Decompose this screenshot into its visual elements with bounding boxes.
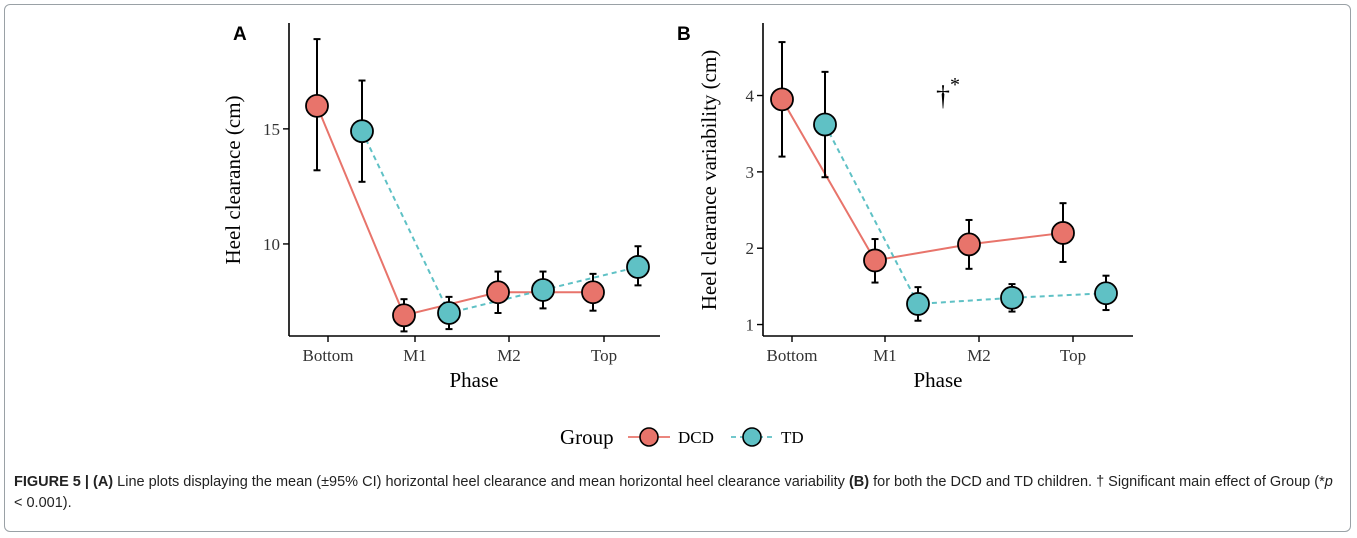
caption-a-tag: (A) (93, 474, 114, 490)
caption-p: p (1324, 474, 1333, 490)
panel-b-x-tick-label: M2 (967, 346, 991, 365)
panel-a-line-td (361, 130, 639, 315)
panel-b-point-td (1094, 281, 1118, 306)
legend-item-dcd: DCD (628, 427, 714, 447)
panel-b-point-dcd (957, 232, 981, 257)
legend: Group DCD TD (560, 425, 804, 449)
legend-dcd-label: DCD (678, 428, 714, 447)
panel-a-y-label: Heel clearance (cm) (221, 95, 245, 264)
panel-a-point-dcd (581, 280, 605, 305)
panel-a-y-tick-label: 10 (263, 235, 280, 254)
panel-a-point-td (531, 278, 555, 302)
figure-caption: FIGURE 5 | (A) Line plots displaying the… (14, 472, 1334, 514)
panel-b-y-tick-label: 1 (746, 316, 755, 335)
panel-a-x-label: Phase (450, 368, 499, 392)
panel-b-x-tick-label: Top (1060, 346, 1086, 365)
legend-td-label: TD (781, 428, 804, 447)
panel-b-point-td (813, 112, 837, 137)
panel-b-point-td (1000, 285, 1024, 310)
panel-b-x-label: Phase (914, 368, 963, 392)
panel-a-point-dcd (305, 93, 329, 118)
panel-b-letter: B (677, 24, 691, 45)
figure-frame (4, 4, 1351, 532)
panel-b-y-tick-label: 3 (746, 163, 755, 182)
panel-a-point-td (350, 119, 374, 144)
panel-b-y-tick-label: 2 (746, 239, 755, 258)
panel-a: A 10 15 Bottom M1 M2 Top Phase Heel clearance… (221, 23, 660, 392)
caption-lead: FIGURE 5 | (14, 474, 89, 490)
panel-a-x-tick-label: M1 (403, 346, 427, 365)
caption-text-1: Line plots displaying the mean (±95% CI)… (113, 474, 849, 490)
panel-a-x-tick-label: Bottom (302, 346, 353, 365)
panel-b-point-dcd (1051, 221, 1075, 245)
panel-b-line-dcd (781, 98, 1064, 262)
legend-title: Group (560, 425, 614, 449)
caption-text-3: < 0.001). (14, 495, 72, 511)
panel-b-y-tick-label: 4 (746, 87, 755, 106)
panel-b-x-tick-label: M1 (873, 346, 897, 365)
panel-a-point-dcd (486, 280, 510, 305)
panel-a-point-dcd (392, 303, 416, 328)
significance-annotation: †* (936, 74, 960, 112)
panel-b-point-dcd (863, 248, 887, 273)
panel-a-point-td (626, 255, 650, 279)
caption-b-tag: (B) (848, 474, 870, 490)
panel-a-letter: A (233, 24, 247, 45)
legend-item-td: TD (731, 427, 804, 447)
panel-b-point-td (906, 292, 930, 316)
panel-a-y-tick-label: 15 (263, 120, 280, 139)
panel-b-y-label: Heel clearance variability (cm) (697, 50, 721, 311)
panel-b-line-td (824, 124, 1107, 305)
caption-text-2: for both the DCD and TD children. † Sign… (869, 474, 1325, 490)
panel-b-point-dcd (770, 87, 794, 112)
panel-b-x-tick-label: Bottom (766, 346, 817, 365)
legend-dcd-marker (639, 427, 659, 447)
panel-a-x-tick-label: M2 (497, 346, 521, 365)
panel-b: B 1 2 3 4 Bottom M1 M2 Top Phase Heel clearance… (677, 23, 1133, 392)
panel-a-point-td (437, 301, 461, 325)
legend-td-marker (742, 427, 762, 447)
panel-a-x-tick-label: Top (591, 346, 617, 365)
